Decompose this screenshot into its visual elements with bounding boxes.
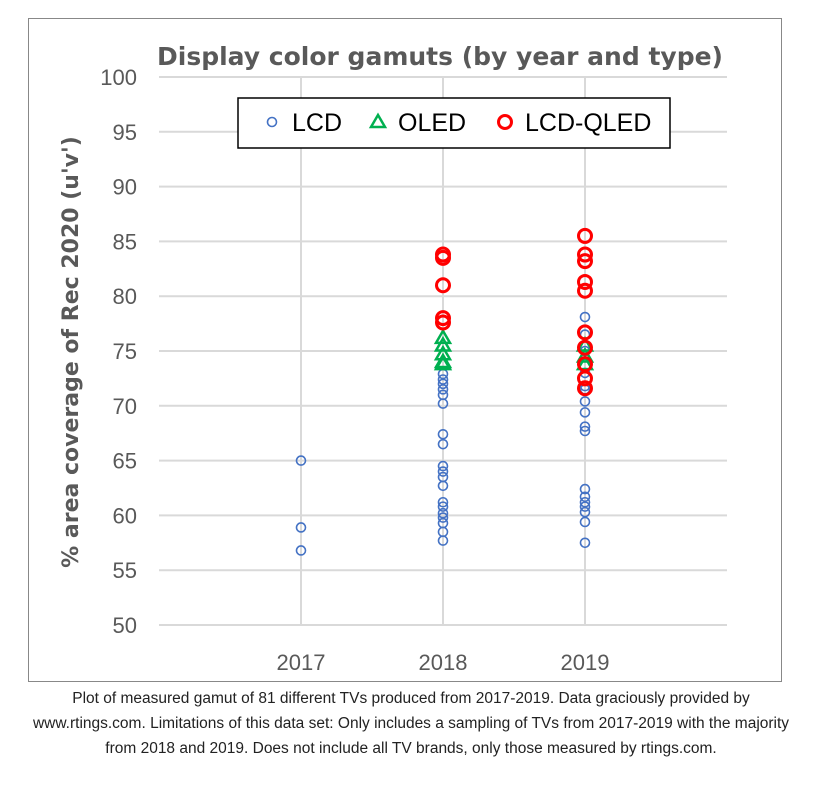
point-lcd bbox=[579, 407, 591, 418]
y-tick-label: 85 bbox=[113, 229, 137, 254]
point-lcd bbox=[579, 491, 591, 503]
point-lcd bbox=[579, 496, 591, 508]
point-oled bbox=[433, 328, 453, 345]
y-tick-label: 55 bbox=[113, 558, 137, 583]
point-lcd-qled bbox=[435, 277, 451, 294]
chart-title: Display color gamuts (by year and type) bbox=[157, 42, 723, 71]
point-lcd-qled bbox=[577, 324, 593, 341]
y-tick-label: 100 bbox=[100, 65, 137, 90]
point-oled bbox=[575, 346, 595, 363]
y-tick-label: 90 bbox=[113, 175, 137, 200]
y-tick-label: 80 bbox=[113, 284, 137, 309]
x-tick-label: 2018 bbox=[419, 650, 468, 675]
chart-frame bbox=[28, 18, 782, 682]
point-lcd bbox=[437, 535, 449, 546]
chart-caption: Plot of measured gamut of 81 different T… bbox=[32, 690, 790, 757]
point-lcd bbox=[579, 425, 591, 437]
point-lcd bbox=[437, 428, 449, 440]
point-lcd bbox=[437, 501, 449, 512]
legend-label: OLED bbox=[398, 109, 466, 137]
y-tick-label: 75 bbox=[113, 339, 137, 364]
point-lcd bbox=[579, 311, 591, 323]
point-lcd-qled bbox=[577, 370, 593, 387]
y-tick-label: 65 bbox=[113, 449, 137, 474]
scatter-chart: 50 55 60 65 70 75 80 85 90 95 100 2017 2018 2019 Displ… bbox=[59, 42, 727, 675]
y-tick-label: 95 bbox=[113, 120, 137, 145]
point-lcd bbox=[579, 501, 591, 512]
y-axis-label: % area coverage of Rec 2020 (u'v') bbox=[59, 136, 84, 568]
point-lcd-qled bbox=[577, 253, 593, 270]
point-lcd bbox=[295, 455, 307, 466]
legend-box bbox=[237, 97, 671, 149]
point-lcd-qled bbox=[577, 339, 593, 356]
point-lcd bbox=[295, 522, 307, 533]
point-lcd-qled bbox=[577, 246, 593, 263]
point-lcd-qled bbox=[577, 380, 593, 397]
x-tick-label: 2017 bbox=[277, 650, 326, 675]
point-oled bbox=[433, 354, 453, 371]
legend-marker-lcd-qled bbox=[497, 114, 513, 130]
point-lcd bbox=[437, 374, 449, 385]
point-lcd bbox=[437, 512, 449, 523]
point-lcd bbox=[579, 516, 591, 528]
point-lcd bbox=[579, 421, 591, 432]
point-lcd-qled bbox=[435, 249, 451, 266]
legend-label: LCD bbox=[292, 109, 342, 137]
point-lcd bbox=[437, 378, 449, 390]
point-lcd bbox=[437, 460, 449, 472]
point-lcd bbox=[437, 466, 449, 477]
y-tick-label: 50 bbox=[113, 613, 137, 638]
point-lcd-qled bbox=[577, 282, 593, 299]
point-lcd-qled bbox=[577, 273, 593, 290]
point-lcd bbox=[437, 438, 449, 450]
point-lcd bbox=[437, 496, 449, 508]
point-lcd bbox=[579, 506, 591, 518]
legend-marker-lcd bbox=[266, 116, 278, 128]
point-lcd bbox=[579, 537, 591, 549]
y-tick-label: 70 bbox=[113, 394, 137, 419]
point-lcd bbox=[437, 507, 449, 519]
point-lcd bbox=[295, 545, 307, 556]
point-lcd bbox=[579, 483, 591, 495]
point-oled bbox=[433, 336, 453, 352]
point-lcd bbox=[437, 398, 449, 409]
point-lcd bbox=[437, 384, 449, 395]
x-tick-label: 2019 bbox=[561, 650, 610, 675]
point-lcd bbox=[437, 480, 449, 492]
point-lcd-qled bbox=[435, 314, 451, 331]
point-lcd bbox=[579, 396, 591, 407]
point-lcd-qled bbox=[577, 227, 593, 244]
y-tick-label: 60 bbox=[113, 503, 137, 528]
legend-marker-oled bbox=[368, 112, 388, 129]
legend-label: LCD-QLED bbox=[525, 109, 651, 137]
